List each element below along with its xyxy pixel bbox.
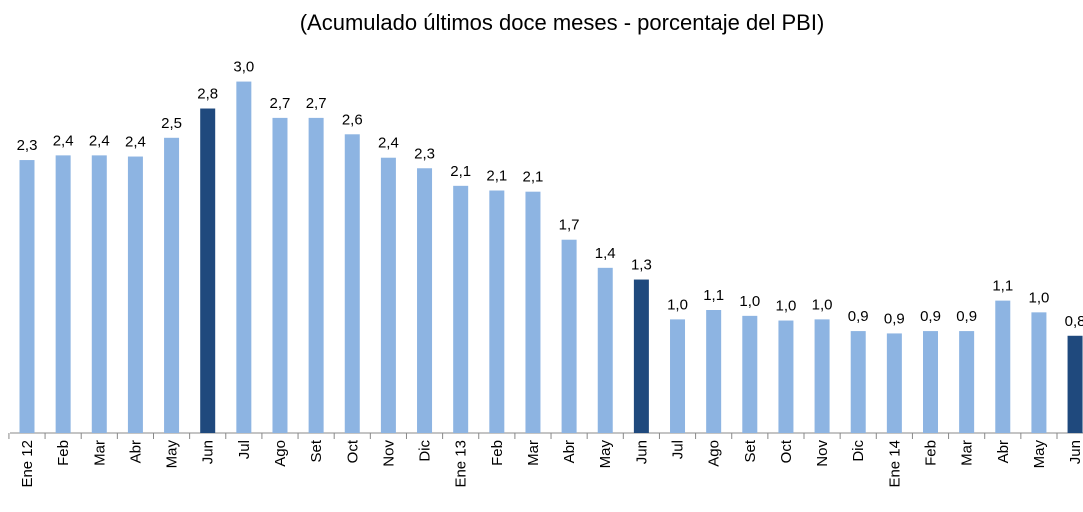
bar xyxy=(164,137,180,434)
value-label: 2,4 xyxy=(89,132,110,149)
bar xyxy=(923,331,938,433)
bar xyxy=(344,134,360,434)
x-tick-label: Set xyxy=(742,439,759,462)
bar xyxy=(417,168,433,433)
value-label: 2,3 xyxy=(17,137,38,154)
bar xyxy=(453,185,469,433)
x-tick-label: Feb xyxy=(489,440,506,466)
x-tick-label: Ene 14 xyxy=(886,440,903,488)
x-tick-label: Jun xyxy=(1067,440,1083,464)
value-label: 1,3 xyxy=(631,257,652,274)
bar xyxy=(200,108,216,433)
x-tick-label: Abr xyxy=(127,440,144,463)
x-tick-label: May xyxy=(1031,440,1048,469)
bar xyxy=(1031,312,1047,433)
value-label: 1,0 xyxy=(776,298,797,315)
value-label: 1,7 xyxy=(559,217,580,234)
value-label: 1,0 xyxy=(739,293,760,310)
x-tick-label: Ene 13 xyxy=(453,440,470,488)
x-tick-label: Jun xyxy=(200,440,217,464)
value-label: 0,9 xyxy=(848,308,869,325)
value-label: 1,0 xyxy=(667,296,688,313)
value-label: 1,1 xyxy=(992,278,1013,295)
value-label: 2,5 xyxy=(161,115,182,132)
bar xyxy=(850,331,866,433)
bar xyxy=(380,157,396,433)
bar xyxy=(742,315,758,433)
value-label: 2,1 xyxy=(486,168,507,185)
x-tick-label: Oct xyxy=(344,439,361,463)
x-tick-label: May xyxy=(164,440,181,469)
value-label: 1,1 xyxy=(703,287,724,304)
bar xyxy=(778,320,794,433)
bar xyxy=(1067,335,1083,433)
x-tick-label: Feb xyxy=(55,440,72,466)
x-tick-label: Nov xyxy=(814,440,831,467)
value-label: 2,1 xyxy=(450,163,471,180)
value-label: 2,3 xyxy=(414,145,435,162)
x-tick-label: Jul xyxy=(236,440,253,459)
value-label: 2,7 xyxy=(306,95,327,112)
bar xyxy=(489,190,505,433)
value-label: 0,9 xyxy=(920,308,941,325)
bar xyxy=(886,333,902,433)
bar xyxy=(308,117,324,433)
x-tick-label: May xyxy=(597,440,614,469)
value-label: 2,6 xyxy=(342,111,363,128)
bar xyxy=(814,319,830,433)
x-tick-label: Jul xyxy=(670,440,687,459)
x-tick-label: Mar xyxy=(959,440,976,466)
value-label: 1,4 xyxy=(595,245,616,262)
x-tick-label: Ago xyxy=(706,440,723,467)
bar xyxy=(272,117,288,433)
value-label: 2,1 xyxy=(523,169,544,186)
bar xyxy=(91,155,107,433)
value-label: 1,0 xyxy=(812,296,833,313)
value-label: 2,7 xyxy=(270,95,291,112)
x-tick-label: Ene 12 xyxy=(19,440,36,488)
x-tick-label: Dic xyxy=(417,440,434,462)
bar xyxy=(706,310,722,433)
x-tick-label: Oct xyxy=(778,439,795,463)
x-tick-label: Jun xyxy=(633,440,650,464)
value-label: 0,9 xyxy=(956,308,977,325)
x-tick-label: Set xyxy=(308,439,325,462)
x-tick-label: Mar xyxy=(525,440,542,466)
value-label: 0,9 xyxy=(884,310,905,327)
value-label: 1,0 xyxy=(1028,289,1049,306)
bar xyxy=(236,81,252,434)
bar xyxy=(525,191,541,433)
bar xyxy=(959,331,975,433)
x-tick-label: Mar xyxy=(91,440,108,466)
bar xyxy=(995,300,1011,433)
x-tick-label: Ago xyxy=(272,440,289,467)
x-tick-label: Nov xyxy=(380,440,397,467)
bar xyxy=(597,267,613,433)
x-tick-label: Dic xyxy=(850,440,867,462)
value-label: 3,0 xyxy=(233,59,254,76)
chart-title: (Acumulado últimos doce meses - porcenta… xyxy=(300,10,825,35)
bar xyxy=(633,279,649,433)
x-tick-label: Abr xyxy=(995,440,1012,463)
bar xyxy=(561,239,577,433)
value-label: 0,8 xyxy=(1065,313,1083,330)
value-label: 2,4 xyxy=(125,134,146,151)
bar xyxy=(670,319,686,433)
x-tick-label: Feb xyxy=(923,440,940,466)
value-label: 2,4 xyxy=(378,135,399,152)
bar xyxy=(127,156,143,434)
x-tick-label: Abr xyxy=(561,440,578,463)
bar xyxy=(55,155,71,433)
bar xyxy=(19,160,35,434)
value-label: 2,4 xyxy=(53,132,74,149)
value-label: 2,8 xyxy=(197,86,218,103)
